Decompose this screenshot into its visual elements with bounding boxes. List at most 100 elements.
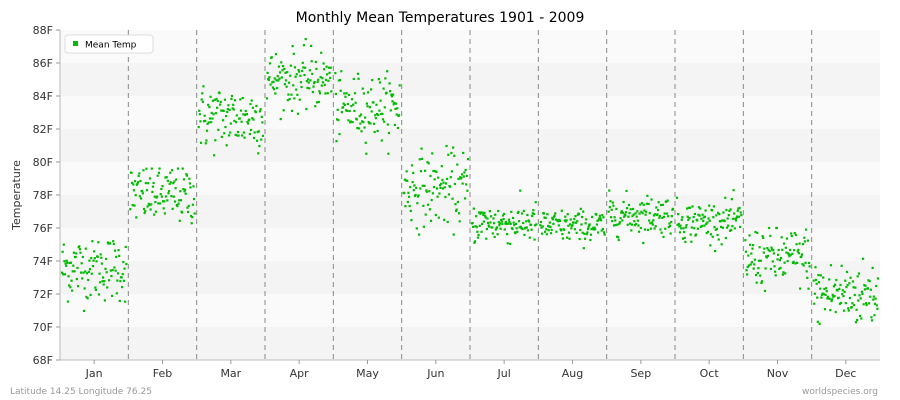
data-point: [397, 114, 401, 117]
data-point: [648, 219, 651, 222]
data-point: [845, 285, 848, 289]
data-point: [340, 70, 343, 73]
data-point: [321, 81, 325, 84]
data-point: [627, 215, 630, 218]
data-point: [334, 92, 338, 96]
data-point: [653, 227, 656, 230]
data-point: [235, 114, 238, 117]
y-tick-label: 78F: [33, 189, 53, 202]
data-point: [291, 45, 294, 48]
data-point: [466, 189, 469, 192]
data-point: [668, 224, 672, 228]
data-point: [454, 203, 457, 206]
data-point: [391, 100, 394, 103]
data-point: [766, 254, 770, 257]
data-point: [109, 242, 112, 245]
data-point: [876, 277, 880, 280]
data-point: [241, 96, 244, 100]
data-point: [273, 77, 276, 80]
data-point: [153, 213, 156, 216]
y-tick-label: 70F: [33, 321, 53, 334]
data-point: [800, 253, 804, 256]
data-point: [107, 279, 111, 282]
data-point: [279, 71, 282, 74]
data-point: [652, 214, 656, 217]
data-point: [221, 109, 224, 112]
data-point: [438, 192, 441, 195]
data-point: [721, 219, 724, 222]
data-point: [277, 79, 280, 82]
data-point: [78, 245, 81, 248]
data-point: [696, 219, 699, 222]
data-point: [241, 134, 244, 137]
data-point: [97, 293, 101, 296]
data-point: [693, 212, 696, 216]
data-point: [337, 119, 340, 122]
data-point: [659, 203, 663, 207]
data-point: [340, 111, 343, 114]
data-point: [85, 295, 88, 299]
data-point: [285, 85, 288, 88]
data-point: [271, 86, 275, 89]
data-point: [296, 93, 299, 96]
data-point: [288, 97, 291, 101]
data-point: [856, 275, 859, 278]
data-point: [220, 109, 223, 112]
data-point: [184, 188, 187, 191]
data-point: [816, 320, 819, 323]
data-point: [220, 135, 223, 138]
data-point: [185, 174, 189, 177]
data-point: [456, 200, 459, 204]
data-point: [199, 141, 203, 144]
data-point: [872, 295, 875, 298]
data-point: [795, 243, 798, 246]
data-point: [228, 108, 231, 111]
data-point: [700, 224, 704, 228]
data-point: [560, 209, 563, 212]
data-point: [363, 126, 366, 129]
data-point: [214, 139, 217, 142]
data-point: [90, 256, 93, 260]
data-point: [123, 267, 126, 270]
data-point: [86, 297, 89, 300]
data-point: [225, 144, 228, 147]
data-point: [863, 288, 866, 291]
data-point: [840, 264, 843, 267]
data-point: [637, 230, 641, 233]
data-point: [95, 260, 98, 263]
data-point: [590, 227, 593, 231]
data-point: [292, 52, 295, 55]
data-point: [255, 139, 259, 142]
data-point: [508, 220, 511, 224]
data-point: [554, 212, 557, 215]
data-point: [103, 280, 106, 283]
data-point: [307, 81, 310, 84]
data-point: [746, 265, 749, 269]
data-point: [629, 222, 632, 225]
data-point: [297, 69, 300, 72]
data-point: [772, 249, 775, 252]
data-point: [649, 222, 652, 225]
data-point: [186, 206, 189, 209]
data-point: [492, 217, 495, 220]
data-point: [243, 136, 246, 139]
data-point: [287, 93, 290, 96]
data-point: [563, 228, 566, 232]
data-point: [658, 214, 661, 218]
data-point: [702, 219, 705, 223]
data-point: [687, 218, 690, 221]
data-point: [646, 194, 649, 197]
data-point: [347, 93, 351, 97]
data-point: [393, 101, 396, 104]
data-point: [148, 203, 151, 207]
data-point: [575, 231, 578, 234]
data-point: [116, 279, 119, 282]
data-point: [788, 248, 792, 252]
data-point: [460, 173, 464, 176]
data-point: [93, 250, 96, 253]
data-point: [632, 213, 635, 216]
data-point: [451, 197, 454, 200]
data-point: [339, 78, 342, 82]
data-point: [806, 239, 809, 242]
data-point: [146, 205, 149, 208]
